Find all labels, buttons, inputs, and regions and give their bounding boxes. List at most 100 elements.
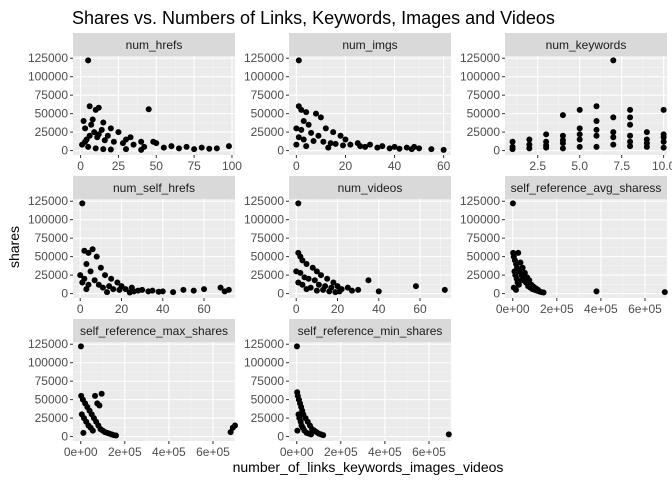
scatter-point <box>627 138 634 145</box>
scatter-point <box>660 134 667 141</box>
scatter-point <box>543 142 550 149</box>
scatter-point <box>122 286 129 293</box>
scatter-point <box>320 432 327 439</box>
y-tick-label: 75000 <box>467 88 501 102</box>
scatter-point <box>297 269 304 276</box>
scatter-point <box>130 141 137 148</box>
x-tick-label: 0 <box>77 302 84 316</box>
scatter-point <box>112 432 119 439</box>
scatter-point <box>593 132 600 139</box>
y-tick-label: 50000 <box>251 107 285 121</box>
x-tick-label: 20 <box>115 302 129 316</box>
x-tick-label: 75 <box>187 159 201 173</box>
scatter-point <box>308 431 315 438</box>
scatter-point <box>347 141 354 148</box>
scatter-point <box>108 275 115 282</box>
scatter-point <box>386 145 393 152</box>
x-tick-label: 2e+05 <box>108 445 142 459</box>
scatter-point <box>305 275 312 282</box>
x-tick-label: 5.0 <box>571 159 588 173</box>
scatter-point <box>334 283 341 290</box>
scatter-point <box>362 143 369 150</box>
facet-strip <box>73 33 235 56</box>
scatter-point <box>310 137 317 144</box>
scatter-point <box>175 145 182 152</box>
scatter-point <box>293 125 300 132</box>
scatter-point <box>519 264 526 271</box>
scatter-point <box>317 114 324 121</box>
scatter-point <box>576 106 583 113</box>
facet-strip-label: self_reference_max_shares <box>80 324 228 338</box>
x-tick-label: 6e+05 <box>628 302 662 316</box>
scatter-point <box>367 141 373 148</box>
scatter-point <box>610 129 617 136</box>
y-tick-label: 0 <box>493 144 500 158</box>
scatter-point <box>610 114 617 121</box>
x-tick-label: 4e+05 <box>152 445 186 459</box>
scatter-point <box>412 283 419 290</box>
scatter-point <box>309 264 316 271</box>
scatter-point <box>344 284 351 291</box>
facet-strip-label: self_reference_avg_sharess <box>511 181 662 195</box>
scatter-point <box>86 103 93 110</box>
scatter-point <box>160 144 167 151</box>
scatter-point <box>593 118 600 125</box>
panel-background <box>73 199 235 298</box>
scatter-point <box>305 121 312 128</box>
scatter-point <box>441 286 448 293</box>
scatter-point <box>440 146 447 153</box>
scatter-point <box>98 126 105 133</box>
facet-strip-label: num_hrefs <box>126 38 183 52</box>
scatter-point <box>660 106 667 113</box>
scatter-point <box>428 146 435 153</box>
y-tick-label: 100000 <box>28 356 68 370</box>
facet-strip <box>505 33 667 56</box>
scatter-point <box>324 275 331 282</box>
scatter-point <box>340 142 346 149</box>
scatter-point <box>337 132 344 139</box>
facet-panel-num_imgs: num_imgs 0 25000 50000 75000 100000 125000 0 20 4… <box>244 33 451 173</box>
x-tick-label: 50 <box>150 159 164 173</box>
scatter-point <box>543 131 550 138</box>
x-tick-label: 20 <box>339 159 353 173</box>
y-tick-label: 100000 <box>28 213 68 227</box>
y-axis-label: shares <box>6 226 22 268</box>
scatter-point <box>610 134 617 141</box>
x-tick-label: 6e+05 <box>412 445 446 459</box>
scatter-point <box>82 138 89 145</box>
scatter-point <box>95 281 102 288</box>
scatter-point <box>411 143 418 150</box>
y-tick-label: 125000 <box>28 337 68 351</box>
scatter-point <box>593 143 600 150</box>
scatter-point <box>303 261 310 268</box>
scatter-point <box>576 125 583 132</box>
y-tick-label: 100000 <box>244 356 284 370</box>
y-tick-label: 75000 <box>251 374 285 388</box>
facet-strip-label: num_videos <box>338 181 403 195</box>
y-tick-label: 0 <box>493 287 500 301</box>
y-tick-label: 50000 <box>35 250 69 264</box>
scatter-point <box>509 138 516 145</box>
scatter-point <box>509 200 516 207</box>
scatter-point <box>521 269 528 276</box>
scatter-point <box>515 249 522 256</box>
scatter-point <box>303 286 310 293</box>
scatter-point <box>320 286 327 293</box>
scatter-point <box>293 141 300 148</box>
scatter-point <box>97 264 104 271</box>
y-tick-label: 50000 <box>35 393 69 407</box>
x-tick-label: 4e+05 <box>584 302 618 316</box>
scatter-point <box>180 286 187 293</box>
scatter-point <box>298 126 305 133</box>
y-tick-label: 125000 <box>244 337 284 351</box>
x-tick-label: 0e+00 <box>64 445 98 459</box>
scatter-point <box>213 145 220 152</box>
y-tick-label: 125000 <box>460 51 500 65</box>
scatter-point <box>540 289 547 296</box>
scatter-point <box>225 286 232 293</box>
scatter-point <box>643 140 650 147</box>
scatter-point <box>91 277 98 284</box>
y-tick-label: 0 <box>277 430 284 444</box>
x-tick-label: 60 <box>197 302 211 316</box>
